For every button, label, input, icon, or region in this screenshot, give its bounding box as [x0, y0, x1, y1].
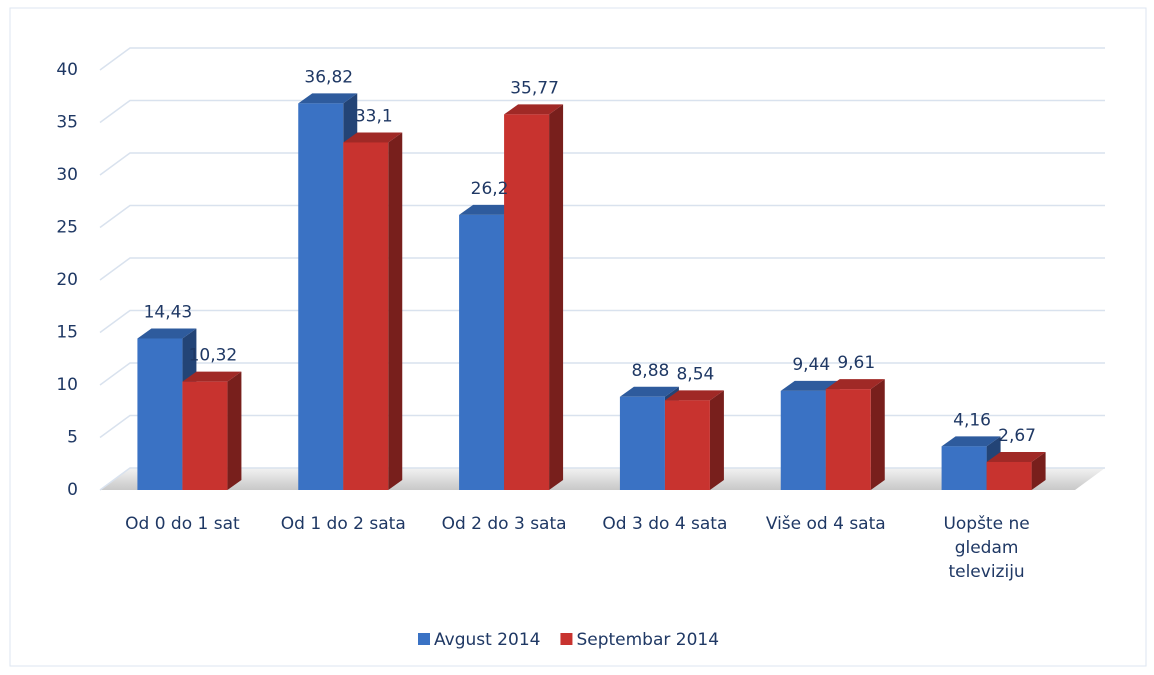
bar: [459, 214, 505, 490]
value-label: 26,2: [471, 179, 509, 199]
chart-frame: [9, 7, 1147, 667]
bar: [343, 142, 389, 490]
bar: [504, 114, 550, 490]
x-tick-label-box: Od 0 do 1 sat: [125, 514, 240, 534]
value-label: 35,77: [510, 78, 559, 98]
x-tick-label: Od 0 do 1 sat: [125, 514, 240, 534]
y-tick-label: 5: [67, 428, 78, 448]
bar-top: [298, 93, 358, 104]
y-tick-label: 25: [56, 218, 78, 238]
legend-label: Septembar 2014: [576, 630, 719, 650]
value-label: 33,1: [355, 106, 393, 126]
bar-top: [619, 386, 679, 397]
y-tick-label: 10: [56, 375, 78, 395]
bar-side: [549, 104, 564, 490]
grid-line: [99, 47, 1105, 71]
value-label: 9,61: [837, 353, 875, 373]
legend-swatch: [560, 633, 573, 645]
value-label: 8,54: [676, 364, 714, 384]
bar: [941, 446, 987, 490]
bar-side: [388, 132, 403, 490]
bar-top: [664, 390, 724, 401]
y-tick-label: 0: [67, 480, 78, 500]
grid-line: [99, 309, 1105, 334]
bar-top: [825, 379, 885, 390]
bar-side: [1031, 451, 1046, 490]
bar-side: [227, 371, 242, 490]
y-tick-label: 20: [56, 270, 78, 290]
bar-top: [780, 380, 840, 391]
x-tick-label-box: Više od 4 sata: [765, 514, 886, 534]
x-tick-label-box: Od 1 do 2 sata: [280, 514, 406, 534]
grid-line: [99, 414, 1105, 439]
x-tick-label: Više od 4 sata: [765, 514, 886, 534]
bar: [780, 390, 826, 490]
grid-line: [99, 204, 1105, 229]
grid-line: [99, 152, 1105, 176]
y-tick-label: 30: [56, 165, 78, 185]
grid-line: [99, 467, 1105, 491]
bar-top: [182, 371, 242, 382]
x-tick-label: Od 3 do 4 sata: [602, 514, 728, 534]
bar: [182, 381, 228, 490]
x-tick-label-box: Uopšte ne gledam televiziju: [943, 514, 1030, 582]
grid-line: [99, 362, 1105, 386]
value-label: 9,44: [792, 355, 830, 375]
x-tick-label: Od 1 do 2 sata: [280, 514, 406, 534]
bar: [986, 461, 1032, 490]
x-tick-label-box: Od 3 do 4 sata: [602, 514, 728, 534]
legend-swatch: [418, 633, 430, 645]
value-label: 4,16: [953, 410, 991, 430]
y-tick-label: 15: [56, 323, 78, 343]
value-label: 10,32: [189, 346, 238, 366]
bar-top: [459, 204, 519, 215]
value-label: 2,67: [998, 426, 1036, 446]
bar: [298, 103, 344, 490]
bar: [664, 400, 710, 490]
y-tick-label: 35: [56, 113, 78, 133]
bar-top: [343, 132, 403, 143]
x-tick-label: Od 2 do 3 sata: [441, 514, 567, 534]
grid-line: [99, 99, 1105, 124]
value-label: 36,82: [304, 67, 353, 87]
bar: [137, 338, 183, 490]
grid-line: [99, 257, 1105, 281]
bar-top: [137, 328, 197, 339]
value-label: 14,43: [144, 302, 193, 322]
x-tick-label: Uopšte ne gledam televiziju: [943, 514, 1030, 582]
x-tick-label-box: Od 2 do 3 sata: [441, 514, 567, 534]
bar-top: [504, 104, 564, 115]
bar: [619, 396, 665, 490]
bar-side: [870, 379, 885, 490]
legend-label: Avgust 2014: [434, 630, 540, 650]
bar-side: [709, 390, 724, 490]
value-label: 8,88: [631, 361, 669, 381]
bar-top: [986, 451, 1046, 462]
bar: [825, 389, 871, 490]
bar-top: [941, 436, 1001, 447]
y-tick-label: 40: [56, 60, 78, 80]
